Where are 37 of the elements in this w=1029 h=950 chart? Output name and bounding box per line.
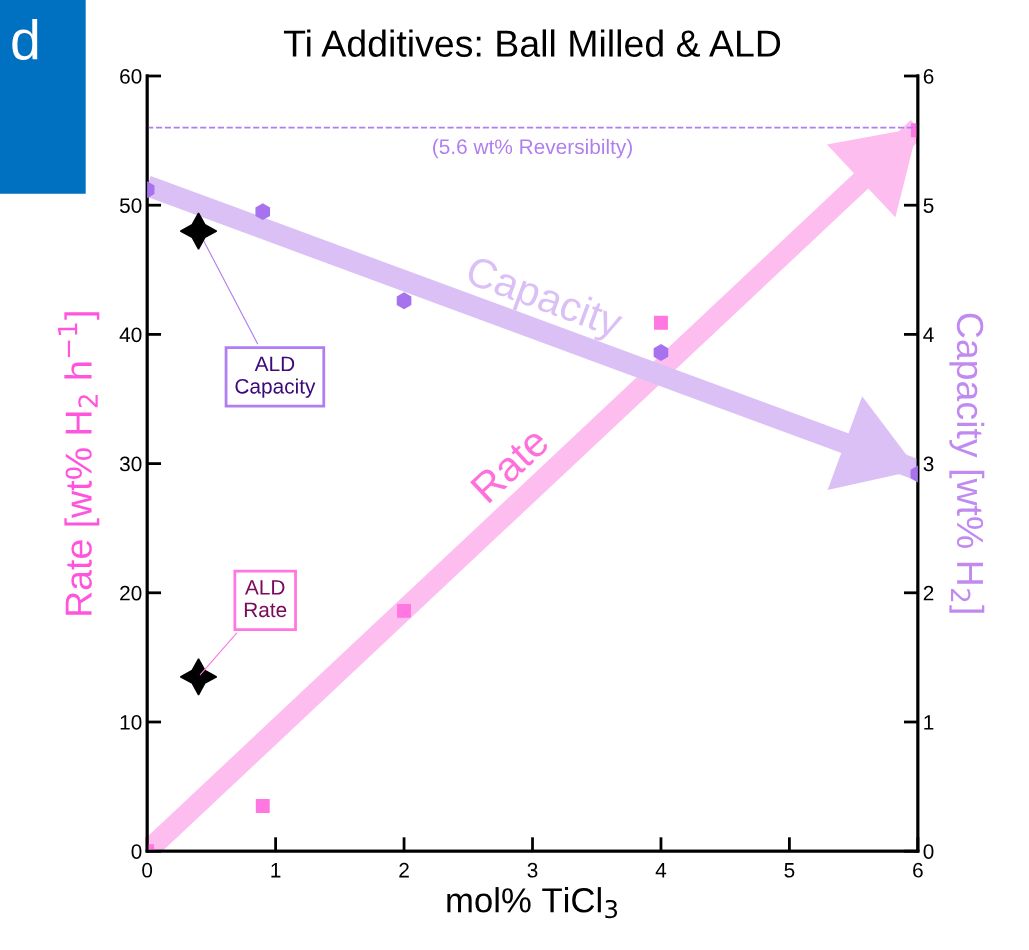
y-tick-label: 60 [120, 69, 142, 84]
y2-tick-label: 4 [923, 327, 934, 342]
point [397, 603, 411, 618]
x-tick-label: 6 [913, 862, 923, 878]
annotation: ALD Rate [244, 580, 287, 618]
y2-tick-label: 6 [923, 69, 934, 84]
point [653, 344, 669, 361]
text: Rate [470, 425, 551, 504]
y-tick-label: 30 [119, 456, 142, 472]
y-tick-label: 0 [131, 844, 142, 859]
point [396, 292, 412, 310]
x-tick-label: 5 [784, 863, 795, 878]
y2-axis-title: Capacity [wt% H$_{2}$] [949, 313, 985, 613]
y-tick-label: 50 [119, 198, 142, 213]
point [255, 203, 271, 220]
text: d [12, 19, 38, 60]
x-tick-label: 1 [271, 863, 281, 878]
y2-tick-label: 1 [924, 715, 934, 730]
x-axis-title: mol% TiCl$_{3}$ [447, 887, 618, 919]
point [255, 799, 270, 813]
y2-tick-label: 5 [923, 198, 934, 213]
x-tick-label: 2 [399, 862, 409, 878]
x-tick-label: 0 [142, 862, 153, 878]
point [179, 212, 218, 250]
y2-tick-label: 2 [923, 585, 934, 601]
y-tick-label: 20 [120, 585, 142, 601]
y-axis-title: Rate [wt% H$_{2}$ h$^{−1}$] [58, 312, 100, 615]
x-tick-label: 3 [527, 862, 538, 878]
chart-title: Ti Additives: Ball Milled & ALD [283, 29, 781, 57]
point [179, 658, 218, 696]
ref-line-label: (5.6 wt% Reversibilty) [433, 138, 632, 159]
annotation: ALD Capacity [235, 356, 316, 398]
y2-tick-label: 3 [923, 456, 934, 472]
y-tick-label: 40 [119, 327, 142, 343]
y-tick-label: 10 [120, 715, 142, 730]
y2-tick-label: 0 [923, 844, 934, 859]
x-tick-label: 4 [655, 863, 667, 878]
